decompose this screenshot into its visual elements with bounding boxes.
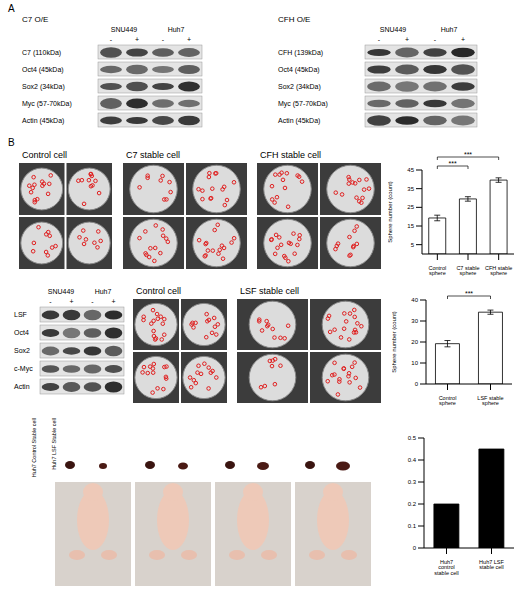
svg-text:***: *** xyxy=(464,151,472,158)
svg-text:15: 15 xyxy=(407,223,414,229)
svg-text:Huh7controlstable cell: Huh7controlstable cell xyxy=(434,559,458,576)
svg-text:SNU449: SNU449 xyxy=(111,26,138,33)
svg-text:LSF stable cell: LSF stable cell xyxy=(240,286,299,296)
svg-text:***: *** xyxy=(449,160,457,167)
svg-text:SNU449: SNU449 xyxy=(380,26,407,33)
svg-text:20: 20 xyxy=(411,339,418,345)
svg-text:Huh7: Huh7 xyxy=(95,288,112,295)
svg-text:10: 10 xyxy=(411,360,418,366)
svg-text:5: 5 xyxy=(411,242,415,248)
svg-text:Controlsphere: Controlsphere xyxy=(439,395,457,407)
svg-text:35: 35 xyxy=(407,186,414,192)
svg-text:C7 stablesphere: C7 stablesphere xyxy=(456,265,479,277)
svg-text:-: - xyxy=(162,36,165,43)
svg-text:30: 30 xyxy=(411,318,418,324)
svg-text:+: + xyxy=(135,36,139,43)
svg-text:Actin (45kDa): Actin (45kDa) xyxy=(278,117,320,125)
svg-text:0.2: 0.2 xyxy=(408,501,417,507)
svg-text:+: + xyxy=(461,36,465,43)
svg-text:Huh7 LSFstable cell: Huh7 LSFstable cell xyxy=(479,559,504,571)
svg-text:Oct4 (45kDa): Oct4 (45kDa) xyxy=(22,66,64,74)
svg-text:Myc (57-70kDa): Myc (57-70kDa) xyxy=(278,100,328,108)
svg-text:C7 O/E: C7 O/E xyxy=(22,15,48,24)
svg-text:Huh7: Huh7 xyxy=(441,26,458,33)
svg-text:***: *** xyxy=(465,290,473,297)
svg-text:Control cell: Control cell xyxy=(136,286,181,296)
svg-text:Sphere number (count): Sphere number (count) xyxy=(388,181,393,243)
svg-text:C7 (110kDa): C7 (110kDa) xyxy=(22,49,61,57)
svg-text:Control cell: Control cell xyxy=(22,150,67,160)
svg-text:Myc (57-70kDa): Myc (57-70kDa) xyxy=(22,100,72,108)
svg-text:Huh7 Control Stable cell: Huh7 Control Stable cell xyxy=(31,418,37,477)
svg-text:A: A xyxy=(8,3,15,14)
svg-text:Actin: Actin xyxy=(14,383,30,390)
svg-text:Actin (45kDa): Actin (45kDa) xyxy=(22,117,64,125)
svg-text:+: + xyxy=(69,298,73,305)
svg-text:Sox2 (34kDa): Sox2 (34kDa) xyxy=(278,83,321,91)
svg-text:LSF: LSF xyxy=(14,311,27,318)
svg-text:+: + xyxy=(405,36,409,43)
svg-text:Sox2: Sox2 xyxy=(14,347,30,354)
svg-text:0: 0 xyxy=(415,381,419,387)
svg-text:CFH stable cell: CFH stable cell xyxy=(260,150,321,160)
svg-text:Sphere number (count): Sphere number (count) xyxy=(392,311,397,373)
svg-text:LSF stablesphere: LSF stablesphere xyxy=(477,395,503,407)
svg-text:0.3: 0.3 xyxy=(408,479,417,485)
svg-text:+: + xyxy=(187,36,191,43)
svg-text:0.5: 0.5 xyxy=(408,435,417,441)
svg-text:c-Myc: c-Myc xyxy=(14,365,33,373)
svg-text:SNU449: SNU449 xyxy=(48,288,75,295)
svg-text:-: - xyxy=(378,36,381,43)
svg-text:25: 25 xyxy=(407,204,414,210)
svg-text:CFH (139kDa): CFH (139kDa) xyxy=(278,49,323,57)
svg-text:0.4: 0.4 xyxy=(408,457,417,463)
svg-text:-: - xyxy=(49,298,52,305)
svg-text:B: B xyxy=(8,137,15,148)
svg-text:Huh7 LSF Stable cell: Huh7 LSF Stable cell xyxy=(51,418,57,470)
svg-text:-: - xyxy=(91,298,94,305)
svg-text:45: 45 xyxy=(407,167,414,173)
svg-text:Sox2 (34kDa): Sox2 (34kDa) xyxy=(22,83,65,91)
svg-text:Oct4 (45kDa): Oct4 (45kDa) xyxy=(278,66,320,74)
svg-text:CFH O/E: CFH O/E xyxy=(278,15,310,24)
svg-text:CFH stablesphere: CFH stablesphere xyxy=(485,265,513,277)
svg-text:0: 0 xyxy=(413,545,417,551)
svg-text:Oct4: Oct4 xyxy=(14,329,29,336)
svg-text:0.1: 0.1 xyxy=(408,523,417,529)
svg-text:-: - xyxy=(434,36,437,43)
svg-text:-: - xyxy=(110,36,113,43)
svg-text:Huh7: Huh7 xyxy=(168,26,185,33)
svg-text:C7 stable cell: C7 stable cell xyxy=(126,150,180,160)
svg-text:40: 40 xyxy=(411,297,418,303)
svg-text:+: + xyxy=(111,298,115,305)
svg-text:Controlsphere: Controlsphere xyxy=(428,265,446,277)
